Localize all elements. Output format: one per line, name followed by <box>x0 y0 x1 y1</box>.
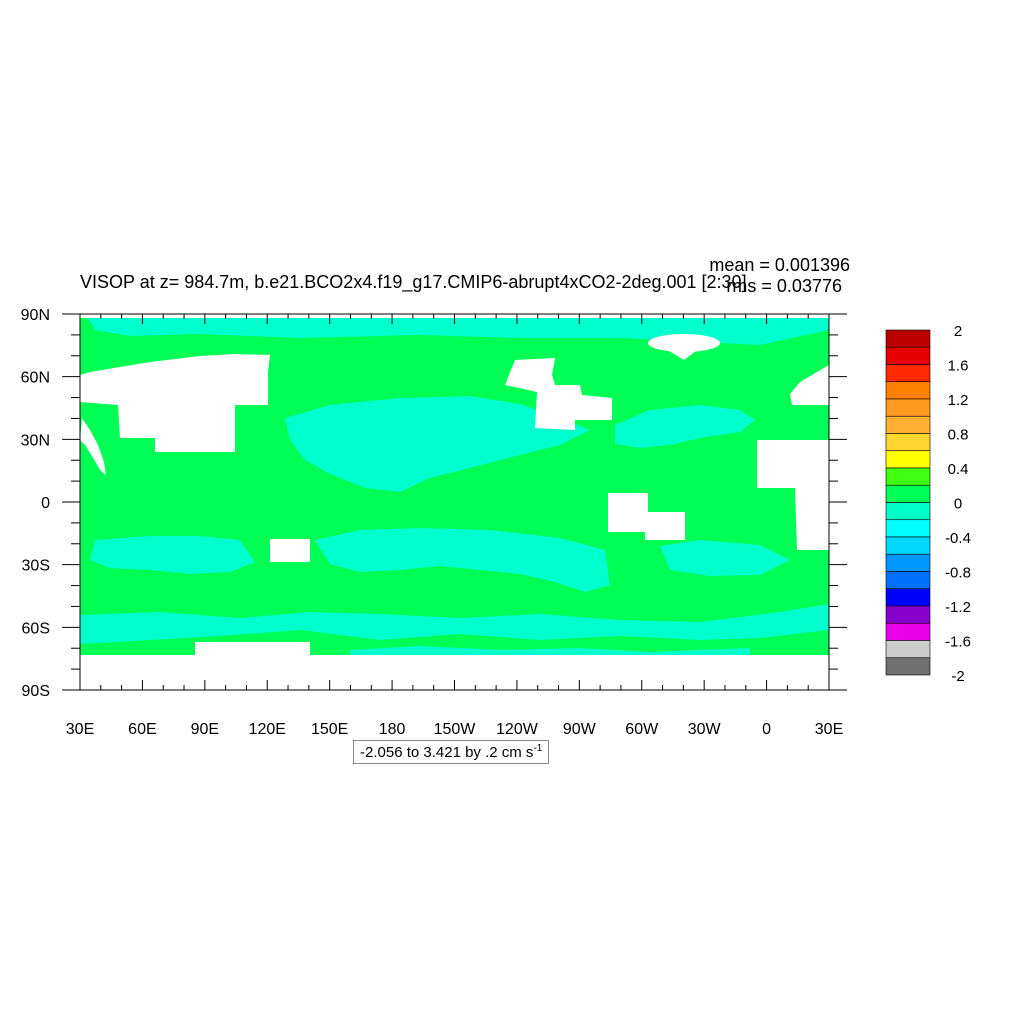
colorbar-label: -0.8 <box>945 565 971 582</box>
land-south-america <box>608 493 685 540</box>
band-southern-ocean-a <box>80 604 829 644</box>
x-tick-label: 120E <box>249 721 286 738</box>
mean-stat: mean = 0.001396 <box>709 255 850 275</box>
land-greenland-tail <box>664 348 700 360</box>
colorbar: 2 1.6 1.2 0.8 0.4 0 -0.4 -0.8 -1.2 -1.6 -2 <box>885 323 971 685</box>
band-north-pacific <box>285 396 590 492</box>
contour-range-note: -2.056 to 3.421 by .2 cm s-1 <box>353 740 550 764</box>
range-unit-exponent: -1 <box>533 743 543 754</box>
x-tick-label: 30E <box>815 721 843 738</box>
land-north-america <box>505 358 612 430</box>
y-tick-label: 0 <box>41 495 50 512</box>
x-tick-label: 180 <box>379 721 406 738</box>
colorbar-box <box>885 346 931 365</box>
ocean-base <box>80 318 829 668</box>
x-tick-label: 150W <box>434 721 477 738</box>
x-tick-label: 150E <box>311 721 348 738</box>
land-australia <box>270 539 310 562</box>
colorbar-label: 0.8 <box>948 427 969 444</box>
colorbar-box <box>885 519 931 538</box>
y-tick-label: 30N <box>21 432 50 449</box>
x-tick-label: 60W <box>625 721 659 738</box>
band-south-atlantic <box>660 540 790 576</box>
band-north-atlantic <box>615 405 755 448</box>
colorbar-label: -1.6 <box>945 634 971 651</box>
y-tick-label: 60N <box>21 370 50 387</box>
colorbar-box <box>885 657 931 676</box>
colorbar-label: -1.2 <box>945 599 971 616</box>
x-tick-label: 60E <box>128 721 156 738</box>
colorbar-box <box>885 536 931 555</box>
x-tick-label: 30W <box>688 721 722 738</box>
y-tick-label: 90N <box>21 307 50 324</box>
y-tick-label: 30S <box>22 558 50 575</box>
colorbar-box <box>885 364 931 383</box>
x-tick-label: 90E <box>191 721 219 738</box>
chart-title: VISOP at z= 984.7m, b.e21.BCO2x4.f19_g17… <box>80 272 747 292</box>
colorbar-box <box>885 571 931 590</box>
x-tick-label: 120W <box>496 721 539 738</box>
range-text: -2.056 to 3.421 by .2 cm s <box>360 744 534 761</box>
band-arctic <box>88 318 829 345</box>
x-tick-label: 0 <box>762 721 771 738</box>
colorbar-box <box>885 467 931 486</box>
colorbar-box <box>885 329 931 348</box>
colorbar-label: 0 <box>954 496 962 513</box>
colorbar-box <box>885 433 931 452</box>
colorbar-box <box>885 484 931 503</box>
colorbar-box <box>885 415 931 434</box>
land-europe <box>790 365 829 405</box>
colorbar-box <box>885 398 931 417</box>
land-greenland <box>648 334 720 352</box>
plot-frame: 30E 60E 90E 120E 150E 180 150W 120W 90W 60W 30W 0 30… <box>21 307 847 738</box>
colorbar-box <box>885 605 931 624</box>
colorbar-label: 1.2 <box>948 392 969 409</box>
colorbar-label: 2 <box>954 323 962 340</box>
band-indian <box>90 536 255 574</box>
y-tick-label: 60S <box>22 620 50 637</box>
land-asia <box>80 354 270 452</box>
colorbar-box <box>885 622 931 641</box>
colorbar-box <box>885 450 931 469</box>
colorbar-label: -2 <box>951 668 964 685</box>
y-tick-label: 90S <box>22 683 50 700</box>
colorbar-label: -0.4 <box>945 530 971 547</box>
colorbar-label: 1.6 <box>948 358 969 375</box>
map-field <box>80 314 829 690</box>
colorbar-box <box>885 502 931 521</box>
colorbar-label: 0.4 <box>948 461 969 478</box>
colorbar-box <box>885 553 931 572</box>
colorbar-box <box>885 588 931 607</box>
x-tick-label: 30E <box>66 721 94 738</box>
x-tick-label: 90W <box>563 721 597 738</box>
land-africa <box>757 440 829 550</box>
colorbar-box <box>885 381 931 400</box>
land-antarctica <box>80 642 829 690</box>
colorbar-box <box>885 640 931 659</box>
rms-stat: rms = 0.03776 <box>726 276 842 296</box>
land-asia-edge <box>80 418 106 475</box>
band-south-pacific <box>315 528 610 592</box>
